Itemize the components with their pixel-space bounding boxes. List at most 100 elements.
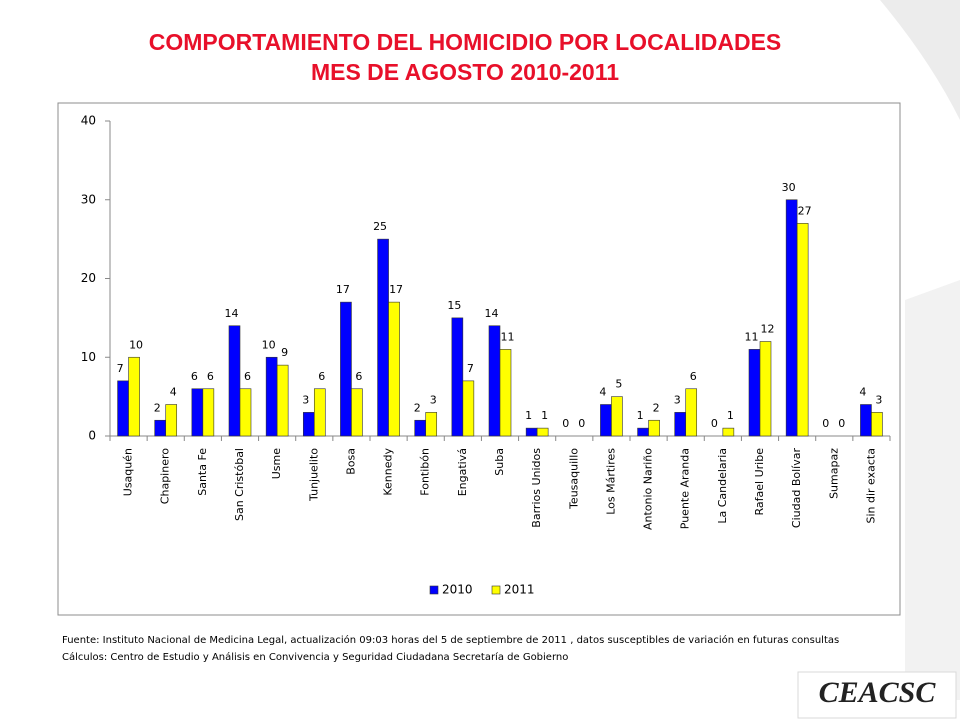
bar	[525, 427, 538, 437]
bar	[414, 419, 427, 437]
value-label: 6	[191, 370, 198, 383]
value-label: 12	[761, 323, 775, 336]
value-label: 0	[711, 417, 718, 430]
bar	[351, 388, 363, 437]
bar	[611, 396, 623, 437]
value-label: 5	[615, 378, 622, 391]
value-label: 7	[117, 362, 124, 375]
value-label: 11	[745, 330, 759, 343]
value-label: 2	[653, 401, 660, 414]
value-label: 9	[281, 346, 288, 359]
value-label: 27	[798, 204, 812, 217]
value-label: 0	[838, 417, 845, 430]
bar	[648, 419, 660, 437]
bar	[722, 427, 735, 437]
value-label: 4	[170, 386, 177, 399]
bar	[637, 427, 649, 437]
x-tick-label: Teusaquillo	[567, 448, 580, 510]
value-label: 1	[727, 409, 734, 422]
bar	[228, 325, 241, 437]
footnote: Fuente: Instituto Nacional de Medicina L…	[62, 634, 839, 646]
value-label: 3	[430, 393, 437, 406]
y-tick-label: 20	[81, 271, 96, 285]
value-label: 3	[875, 393, 882, 406]
value-label: 6	[690, 370, 697, 383]
bar	[340, 301, 352, 437]
bar	[462, 380, 475, 437]
value-label: 4	[859, 386, 866, 399]
value-label: 17	[389, 283, 403, 296]
legend-swatch	[491, 585, 501, 595]
bar	[165, 404, 178, 437]
value-label: 6	[244, 370, 251, 383]
x-tick-label: Bosa	[344, 448, 357, 475]
x-tick-label: Sumapaz	[827, 448, 840, 499]
bar	[499, 349, 512, 437]
value-label: 25	[373, 220, 387, 233]
value-label: 14	[485, 307, 499, 320]
value-label: 6	[318, 370, 325, 383]
bar	[871, 412, 883, 437]
value-label: 0	[578, 417, 585, 430]
decoration	[905, 280, 960, 700]
value-label: 10	[129, 338, 143, 351]
bar	[191, 388, 204, 437]
value-label: 2	[414, 401, 421, 414]
x-tick-label: Suba	[493, 448, 506, 476]
value-label: 0	[822, 417, 829, 430]
bar	[154, 419, 167, 437]
bar	[302, 412, 315, 437]
value-label: 4	[599, 386, 606, 399]
bar	[796, 223, 809, 437]
x-tick-label: Santa Fe	[196, 448, 209, 496]
legend-label: 2011	[504, 583, 535, 597]
legend-label: 2010	[442, 583, 473, 597]
x-tick-label: Usaquén	[122, 448, 135, 496]
legend-swatch	[429, 585, 439, 595]
y-tick-label: 40	[81, 114, 96, 128]
bar	[313, 388, 326, 437]
bar	[759, 341, 772, 437]
value-label: 6	[355, 370, 362, 383]
x-tick-label: Fontibón	[419, 448, 432, 496]
logo: CEACSC	[819, 676, 937, 709]
y-tick-label: 30	[81, 192, 96, 206]
bar	[488, 325, 501, 437]
chart-title: COMPORTAMIENTO DEL HOMICIDIO POR LOCALID…	[149, 29, 782, 55]
x-tick-label: Kennedy	[382, 448, 395, 496]
bar	[536, 427, 549, 437]
bar	[265, 356, 278, 437]
value-label: 1	[637, 409, 644, 422]
value-label: 17	[336, 283, 350, 296]
x-tick-label: Usme	[270, 448, 283, 479]
x-tick-label: Chapinero	[159, 448, 172, 504]
y-tick-label: 10	[81, 350, 96, 364]
value-label: 7	[467, 362, 474, 375]
value-label: 1	[525, 409, 532, 422]
bar	[425, 412, 438, 437]
bar	[276, 364, 289, 437]
y-tick-label: 0	[88, 429, 96, 443]
bar	[785, 199, 798, 437]
decoration	[880, 0, 960, 120]
footnote: Cálculos: Centro de Estudio y Análisis e…	[62, 651, 568, 663]
bar	[117, 380, 129, 437]
x-tick-label: Sin dir exacta	[864, 448, 877, 524]
value-label: 15	[447, 299, 461, 312]
value-label: 3	[674, 393, 681, 406]
bar	[685, 388, 698, 437]
value-label: 0	[562, 417, 569, 430]
value-label: 10	[262, 338, 276, 351]
value-label: 11	[501, 330, 515, 343]
value-label: 6	[207, 370, 214, 383]
x-tick-label: Barrios Unidos	[530, 448, 543, 528]
chart-title: MES DE AGOSTO 2010-2011	[311, 59, 619, 85]
x-tick-label: San Cristóbal	[233, 448, 246, 521]
bar	[860, 404, 872, 437]
bar	[239, 388, 252, 437]
x-tick-label: Los Mártires	[604, 448, 617, 515]
chart-frame	[57, 102, 901, 616]
value-label: 30	[782, 181, 796, 194]
